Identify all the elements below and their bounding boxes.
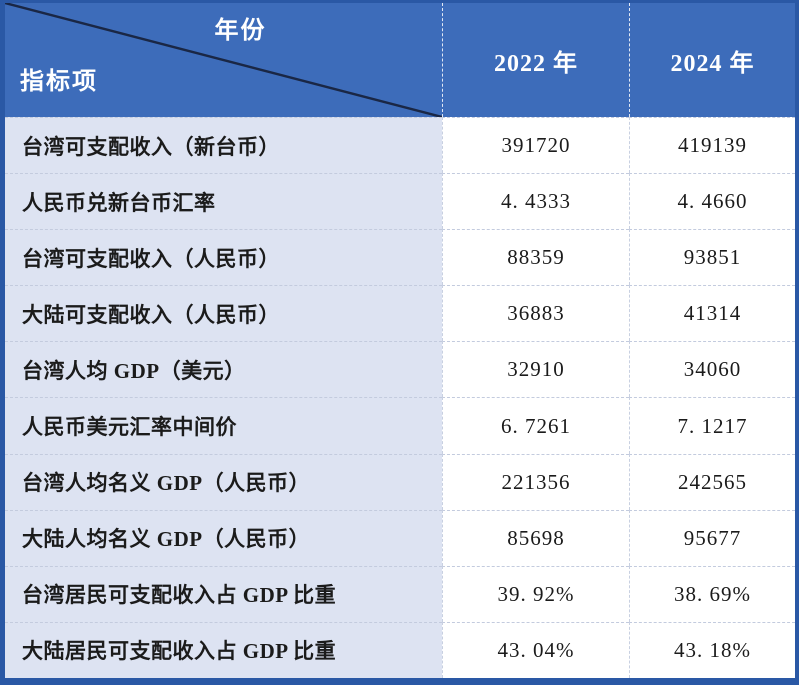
row-value-2024: 7. 1217 [629, 397, 795, 454]
row-value-2022: 391720 [442, 117, 629, 174]
row-value-2022: 39. 92% [442, 565, 629, 622]
row-value-2024: 43. 18% [629, 621, 795, 678]
row-label: 人民币兑新台币汇率 [5, 173, 442, 230]
row-value-2024: 4. 4660 [629, 173, 795, 230]
row-value-2024: 93851 [629, 229, 795, 286]
row-label: 台湾人均名义 GDP（人民币） [5, 453, 442, 510]
row-value-2022: 85698 [442, 509, 629, 566]
corner-label-indicator: 指标项 [20, 69, 98, 95]
row-value-2022: 88359 [442, 229, 629, 286]
row-value-2024: 95677 [629, 509, 795, 566]
row-label: 大陆可支配收入（人民币） [5, 285, 442, 342]
diagonal-divider-line [5, 3, 442, 117]
header-corner-cell: 年份 指标项 [5, 3, 442, 117]
row-value-2024: 419139 [629, 117, 795, 174]
row-label: 大陆人均名义 GDP（人民币） [5, 509, 442, 566]
row-label: 台湾可支配收入（人民币） [5, 229, 442, 286]
row-value-2022: 221356 [442, 453, 629, 510]
row-value-2024: 41314 [629, 285, 795, 342]
row-value-2024: 242565 [629, 453, 795, 510]
row-value-2024: 38. 69% [629, 565, 795, 622]
row-value-2022: 32910 [442, 341, 629, 398]
header-col-2024: 2024 年 [629, 3, 795, 117]
row-value-2022: 6. 7261 [442, 397, 629, 454]
row-value-2024: 34060 [629, 341, 795, 398]
row-label: 台湾人均 GDP（美元） [5, 341, 442, 398]
header-col-2022: 2022 年 [442, 3, 629, 117]
row-label: 人民币美元汇率中间价 [5, 397, 442, 454]
row-value-2022: 36883 [442, 285, 629, 342]
corner-label-year: 年份 [214, 18, 267, 44]
row-value-2022: 43. 04% [442, 621, 629, 678]
row-label: 台湾可支配收入（新台币） [5, 117, 442, 174]
row-label: 大陆居民可支配收入占 GDP 比重 [5, 621, 442, 678]
row-label: 台湾居民可支配收入占 GDP 比重 [5, 565, 442, 622]
row-value-2022: 4. 4333 [442, 173, 629, 230]
